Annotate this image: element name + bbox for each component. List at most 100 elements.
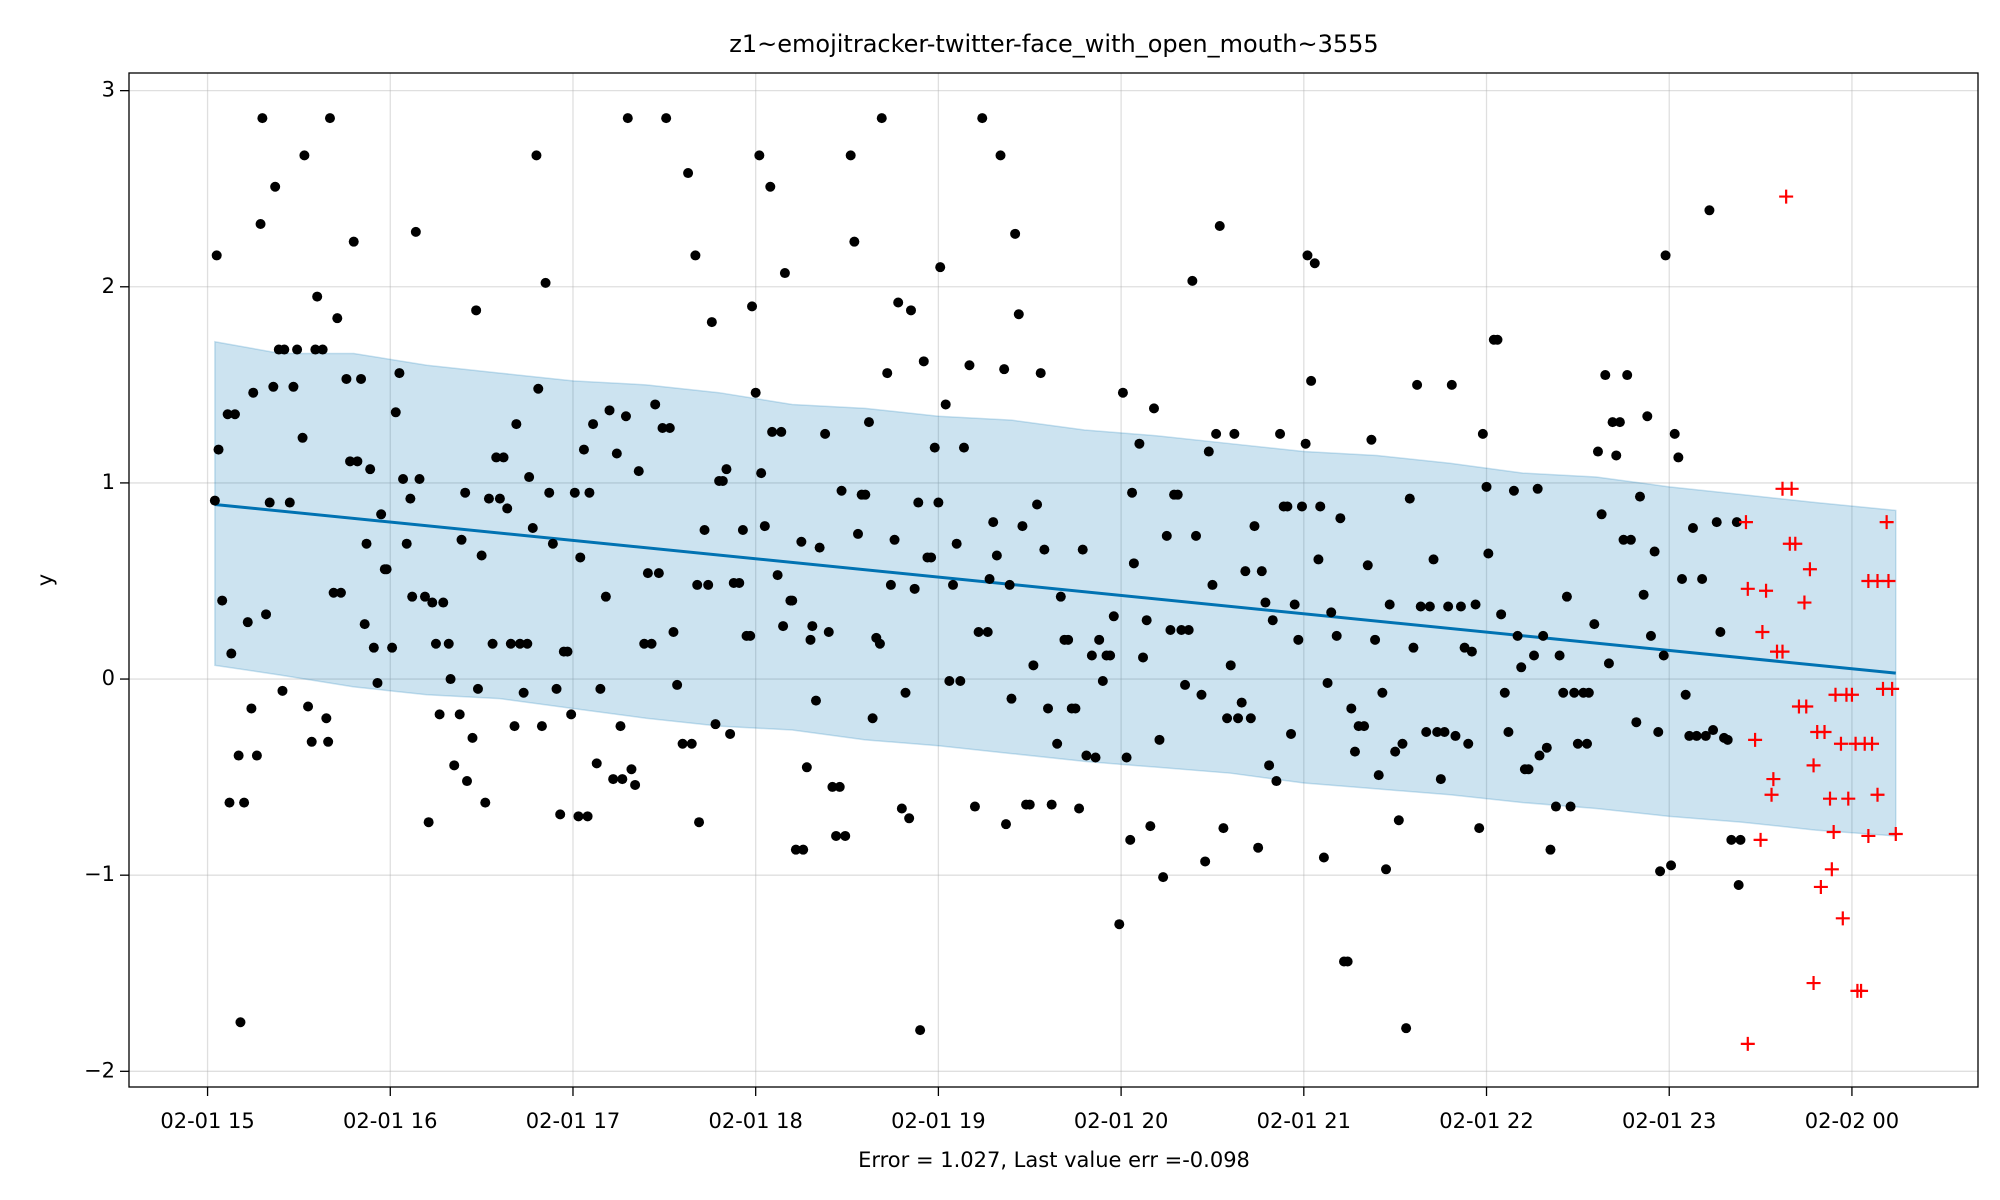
observed-point [1463, 738, 1474, 749]
observed-point [1260, 597, 1271, 608]
observed-point [1735, 834, 1746, 845]
observed-point [836, 485, 847, 496]
observed-point [1631, 717, 1642, 728]
observed-point [951, 538, 962, 549]
observed-point [1006, 693, 1017, 704]
observed-point [1477, 428, 1488, 439]
observed-point [1569, 687, 1580, 698]
observed-point [1289, 599, 1300, 610]
observed-point [1397, 738, 1408, 749]
observed-point [1154, 734, 1165, 745]
observed-point [1658, 650, 1669, 661]
observed-point [677, 738, 688, 749]
observed-point [955, 676, 966, 687]
observed-point [1687, 523, 1698, 534]
observed-point [668, 626, 679, 637]
observed-point [584, 487, 595, 498]
observed-point [798, 844, 809, 855]
observed-point [1108, 611, 1119, 622]
observed-point [226, 648, 237, 659]
observed-point [747, 301, 758, 312]
observed-point [1512, 630, 1523, 641]
future-point [1870, 787, 1885, 802]
observed-point [578, 444, 589, 455]
observed-point [995, 150, 1006, 161]
observed-point [1496, 609, 1507, 620]
observed-point [387, 642, 398, 653]
x-tick-label: 02-01 15 [160, 1109, 254, 1133]
observed-point [905, 305, 916, 316]
observed-point [779, 268, 790, 279]
y-tick-label: 3 [102, 78, 115, 102]
observed-point [900, 687, 911, 698]
observed-point [745, 630, 756, 641]
observed-point [1733, 879, 1744, 890]
observed-point [1450, 730, 1461, 741]
observed-point [1070, 703, 1081, 714]
observed-point [1401, 1023, 1412, 1034]
observed-point [1165, 625, 1176, 636]
observed-point [1550, 801, 1561, 812]
observed-point [434, 709, 445, 720]
observed-point [410, 226, 421, 237]
observed-point [991, 550, 1002, 561]
observed-point [1335, 513, 1346, 524]
observed-point [1233, 713, 1244, 724]
observed-point [1074, 803, 1085, 814]
observed-point [1653, 727, 1664, 738]
observed-point [1282, 501, 1293, 512]
observed-point [1055, 591, 1066, 602]
observed-point [407, 591, 418, 602]
observed-point [246, 703, 257, 714]
future-point [1817, 725, 1832, 740]
observed-point [650, 399, 661, 410]
observed-point [1017, 521, 1028, 532]
observed-point [904, 813, 915, 824]
observed-point [518, 687, 529, 698]
observed-point [1384, 599, 1395, 610]
observed-point [1508, 485, 1519, 496]
observed-point [710, 719, 721, 730]
observed-point [1731, 517, 1742, 528]
observed-point [1183, 625, 1194, 636]
observed-point [1222, 713, 1233, 724]
observed-point [270, 181, 281, 192]
observed-point [750, 387, 761, 398]
observed-point [845, 150, 856, 161]
observed-point [630, 779, 641, 790]
observed-point [807, 621, 818, 632]
observed-point [1415, 601, 1426, 612]
observed-point [1114, 919, 1125, 930]
observed-point [958, 442, 969, 453]
observed-point [288, 381, 299, 392]
observed-point [1225, 660, 1236, 671]
observed-point [398, 473, 409, 484]
x-tick-label: 02-01 19 [891, 1109, 985, 1133]
chart-title: z1~emojitracker-twitter-face_with_open_m… [729, 30, 1378, 58]
observed-point [303, 701, 314, 712]
observed-point [882, 368, 893, 379]
observed-point [1063, 634, 1074, 645]
observed-point [1128, 558, 1139, 569]
observed-point [472, 683, 483, 694]
observed-point [575, 552, 586, 563]
observed-point [1125, 834, 1136, 845]
observed-point [926, 552, 937, 563]
observed-point [419, 591, 430, 602]
observed-point [527, 523, 538, 534]
observed-point [1532, 483, 1543, 494]
observed-point [944, 676, 955, 687]
future-point [1881, 573, 1896, 588]
observed-point [1097, 676, 1108, 687]
observed-point [1229, 428, 1240, 439]
observed-point [1052, 738, 1063, 749]
future-point [1823, 791, 1838, 806]
observed-point [737, 524, 748, 535]
observed-point [1275, 428, 1286, 439]
observed-point [694, 817, 705, 828]
observed-point [787, 595, 798, 606]
observed-point [1349, 746, 1360, 757]
observed-point [562, 646, 573, 657]
observed-point [1245, 713, 1256, 724]
